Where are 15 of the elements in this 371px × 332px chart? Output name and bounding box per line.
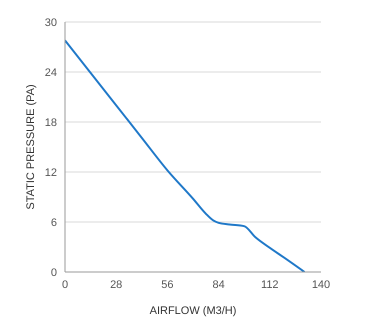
y-tick-label: 6 [50,216,57,229]
y-tick-label: 24 [44,66,57,79]
y-tick-label: 0 [50,266,57,279]
y-axis-title: STATIC PRESSURE (PA) [24,84,37,210]
x-tick-label: 112 [261,278,279,291]
x-tick-label: 140 [312,278,330,291]
x-tick-label: 56 [161,278,174,291]
x-tick-label: 28 [110,278,122,291]
line-series [65,39,306,272]
y-tick-label: 18 [44,116,57,129]
x-axis-title: AIRFLOW (M3/H) [150,304,236,317]
x-tick-label: 84 [212,278,225,291]
y-tick-label: 30 [44,16,57,29]
x-tick-label: 0 [62,278,68,291]
y-tick-label: 12 [44,166,57,179]
